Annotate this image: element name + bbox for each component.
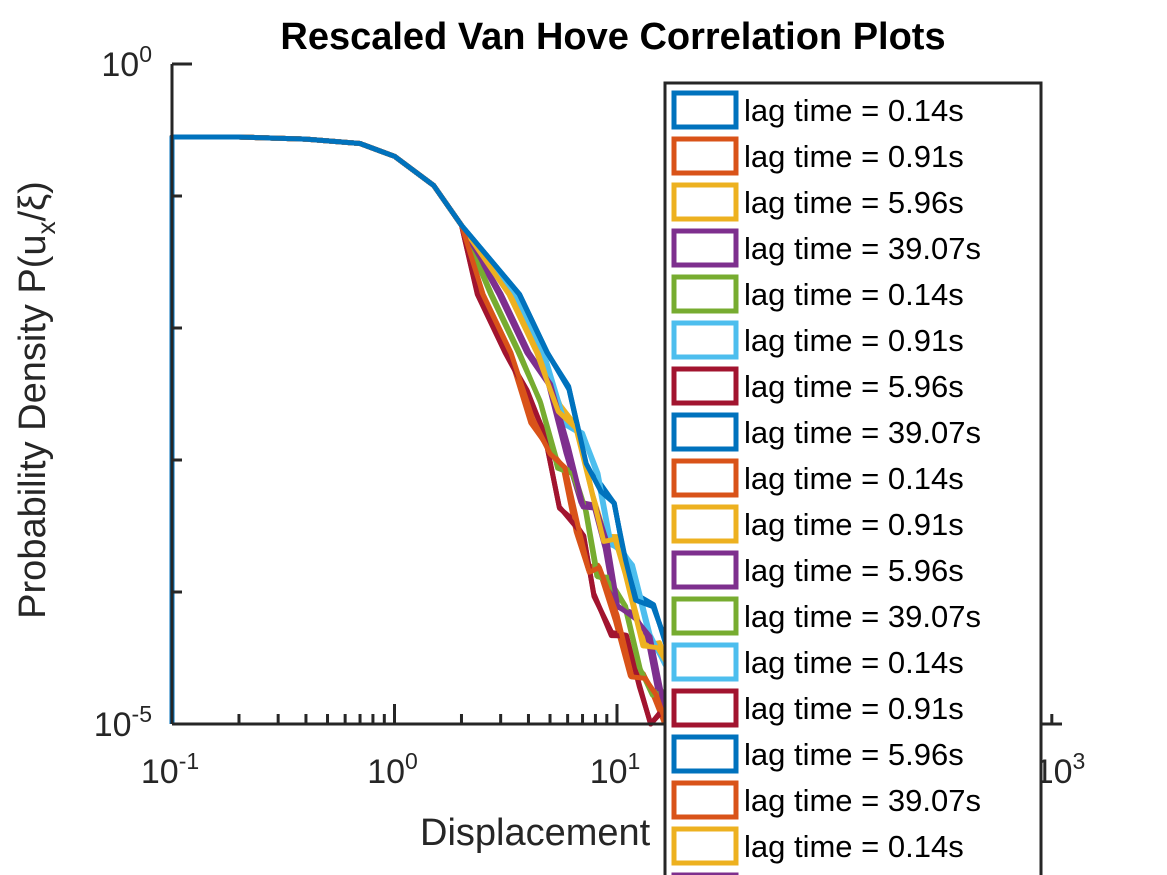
series-line-12 [169, 134, 678, 725]
x-axis-label: Displacement [420, 812, 651, 854]
legend-swatch [671, 780, 739, 820]
chart-title: Rescaled Van Hove Correlation Plots [280, 16, 945, 58]
series-line-7 [169, 134, 663, 727]
legend-swatch [671, 734, 739, 774]
legend-label: lag time = 0.91s [744, 323, 964, 358]
legend-label: lag time = 0.14s [744, 93, 964, 128]
y-tick-label: 100 [101, 41, 152, 84]
legend-item: lag time = 39.07s [671, 412, 981, 452]
legend-label: lag time = 5.96s [744, 369, 964, 404]
legend-label: lag time = 5.96s [744, 553, 964, 588]
legend-swatch [671, 228, 739, 268]
legend-item: lag time = 0.14s [671, 642, 964, 682]
series-line-1 [169, 134, 696, 724]
legend-item: lag time = 0.14s [671, 90, 964, 130]
legend-swatch [671, 412, 739, 452]
series-line-18 [169, 134, 684, 724]
legend-label: lag time = 0.14s [744, 829, 964, 864]
legend-item: lag time = 39.07s [671, 228, 981, 268]
series-line-4 [169, 134, 687, 724]
series-line-5 [169, 134, 677, 725]
legend-item: lag time = 5.96s [671, 734, 964, 774]
legend-label: lag time = 39.07s [744, 783, 981, 818]
legend-swatch [671, 182, 739, 222]
legend-box [663, 81, 1043, 875]
legend-swatch [671, 458, 739, 498]
legend-swatch [671, 274, 739, 314]
series-line-2 [169, 134, 669, 725]
legend-swatch [671, 136, 739, 176]
y-axis-label-sub: x [31, 221, 61, 234]
series-line-11 [169, 134, 685, 724]
legend-label: lag time = 39.07s [744, 231, 981, 266]
series-curves [169, 134, 696, 727]
legend-item: lag time = 0.91s [671, 136, 964, 176]
legend-swatch [671, 642, 739, 682]
legend-item: lag time = 0.14s [671, 458, 964, 498]
y-axis-label: Probability Density P(ux/ξ) [12, 181, 61, 619]
series-line-9 [169, 134, 668, 725]
legend-label: lag time = 0.14s [744, 461, 964, 496]
legend-item: lag time = 5.96s [671, 550, 964, 590]
legend-item: lag time = 39.07s [671, 596, 981, 636]
legend-swatch [671, 826, 739, 866]
x-tick-label: 10-1 [141, 748, 199, 791]
legend-label: lag time = 5.96s [744, 737, 964, 772]
legend-label: lag time = 0.91s [744, 691, 964, 726]
legend-label: lag time = 0.14s [744, 277, 964, 312]
x-tick-label: 100 [367, 748, 418, 791]
legend-label: lag time = 0.91s [744, 507, 964, 542]
series-line-14 [169, 134, 663, 727]
legend-swatch [671, 504, 739, 544]
y-axis-label-tail: /ξ) [12, 181, 54, 221]
legend-swatch [671, 366, 739, 406]
y-axis-label-main: Probability Density P(u [12, 234, 54, 618]
legend-item: lag time = 5.96s [671, 366, 964, 406]
legend-swatch [671, 596, 739, 636]
legend-swatch [671, 90, 739, 130]
legend-label: lag time = 0.91s [744, 139, 964, 174]
x-tick-label: 101 [590, 748, 641, 791]
legend-swatch [671, 688, 739, 728]
legend-label: lag time = 39.07s [744, 415, 981, 450]
legend-item: lag time = 0.14s [671, 274, 964, 314]
legend-label: lag time = 0.14s [744, 645, 964, 680]
legend-item: lag time = 0.91s [671, 688, 964, 728]
y-tick-label: 10-5 [94, 701, 152, 744]
legend-label: lag time = 39.07s [744, 599, 981, 634]
legend: lag time = 0.14s lag time = 0.91s lag time… [663, 81, 1043, 875]
legend-item: lag time = 39.07s [671, 780, 981, 820]
legend-swatch [671, 320, 739, 360]
legend-item: lag time = 0.91s [671, 504, 964, 544]
legend-items: lag time = 0.14s lag time = 0.91s lag time… [671, 90, 981, 875]
legend-item: lag time = 0.14s [671, 826, 964, 866]
legend-swatch [671, 550, 739, 590]
series-line-16 [169, 134, 668, 725]
legend-item: lag time = 0.91s [671, 320, 964, 360]
legend-item: lag time = 5.96s [671, 182, 964, 222]
legend-label: lag time = 5.96s [744, 185, 964, 220]
